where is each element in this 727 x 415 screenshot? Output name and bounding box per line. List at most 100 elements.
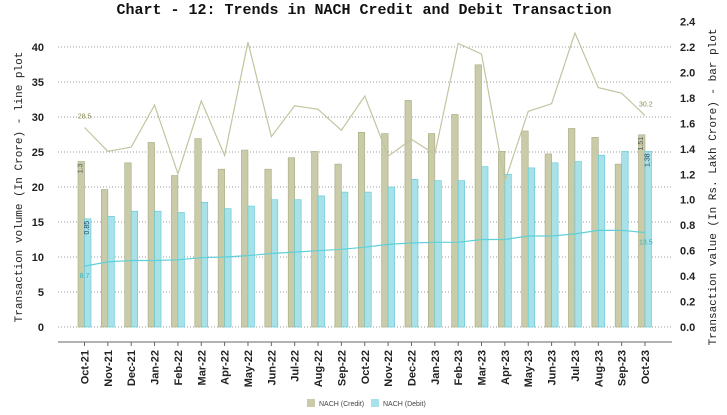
x-tick-label: Nov-21 bbox=[103, 350, 115, 387]
x-tick-label: Oct-23 bbox=[640, 350, 652, 384]
bar-debit bbox=[644, 151, 652, 328]
bar-credit bbox=[264, 168, 272, 328]
x-tick-label: Mar-23 bbox=[477, 350, 489, 385]
bar-credit bbox=[101, 189, 109, 328]
x-tick-label: Feb-22 bbox=[173, 350, 185, 385]
bar-data-label: 1.3 bbox=[78, 163, 85, 173]
x-tick-label: Feb-23 bbox=[453, 350, 465, 385]
bar-credit bbox=[357, 131, 366, 328]
bar-debit bbox=[247, 205, 255, 328]
bar-debit bbox=[457, 180, 465, 328]
bar-credit bbox=[544, 153, 552, 328]
x-tick-label: Jul-22 bbox=[290, 350, 302, 382]
right-tick-label: 0.4 bbox=[680, 271, 696, 283]
x-tick-label: Jun-23 bbox=[547, 350, 559, 385]
x-tick-label: Sep-23 bbox=[617, 350, 629, 386]
x-tick-label: Nov-22 bbox=[383, 350, 395, 387]
bar-debit bbox=[597, 154, 606, 328]
left-tick-label: 20 bbox=[32, 182, 44, 194]
bar-data-label: 1.51 bbox=[638, 137, 645, 151]
x-tick-label: Aug-22 bbox=[313, 350, 325, 387]
left-tick-label: 15 bbox=[32, 217, 44, 229]
right-tick-label: 2.2 bbox=[680, 42, 695, 54]
x-tick-label: Apr-22 bbox=[220, 350, 232, 385]
line-data-label: 28.5 bbox=[78, 114, 92, 121]
bar-credit bbox=[217, 168, 225, 328]
left-tick-label: 40 bbox=[32, 42, 44, 54]
bar-credit bbox=[404, 100, 412, 328]
bar-credit bbox=[381, 133, 389, 328]
x-tick-label: Jan-22 bbox=[150, 350, 162, 385]
data-labels: 1.3 1.51 0.85 1.38 28.5 30.2 8.7 13.5 bbox=[78, 102, 653, 281]
bar-data-label: 0.85 bbox=[84, 221, 91, 235]
x-tick-label: Mar-22 bbox=[196, 350, 208, 385]
bar-credit bbox=[147, 142, 155, 328]
axes: 0 5 10 15 20 25 30 35 40 0.0 0.2 0.4 0.6 0.8 1.0 1.2 1.4… bbox=[32, 17, 696, 388]
left-tick-label: 35 bbox=[32, 77, 44, 89]
right-tick-label: 1.4 bbox=[680, 144, 696, 156]
bar-debit bbox=[107, 215, 115, 328]
line-credit-volume bbox=[84, 31, 646, 182]
left-tick-label: 30 bbox=[32, 112, 44, 124]
right-tick-label: 0.0 bbox=[680, 322, 695, 334]
bar-credit bbox=[568, 128, 576, 328]
left-axis-title: Transaction volume (In Crore) - line plo… bbox=[14, 52, 26, 323]
bar-credit bbox=[334, 163, 342, 328]
x-tick-label: Oct-22 bbox=[360, 350, 372, 384]
bar-debit bbox=[177, 212, 185, 328]
x-tick-label: May-22 bbox=[243, 350, 255, 387]
x-tick-label: Aug-23 bbox=[593, 350, 605, 387]
bar-debit bbox=[200, 201, 209, 328]
chart-title: Chart - 12: Trends in NACH Credit and De… bbox=[116, 2, 611, 19]
bar-debit bbox=[411, 179, 419, 328]
x-tick-label: Oct-21 bbox=[80, 350, 92, 384]
bar-debit bbox=[84, 218, 92, 328]
bar-debit bbox=[551, 162, 559, 328]
line-data-label: 8.7 bbox=[80, 273, 90, 280]
legend-swatch-credit bbox=[307, 399, 315, 407]
legend-swatch-debit bbox=[371, 399, 379, 407]
bar-debit bbox=[621, 151, 629, 328]
bar-credit bbox=[77, 161, 85, 328]
bar-data-label: 1.38 bbox=[645, 153, 652, 167]
bar-debit bbox=[364, 191, 372, 328]
x-tick-label: Jul-23 bbox=[570, 350, 582, 382]
left-tick-label: 10 bbox=[32, 252, 44, 264]
bar-credit bbox=[171, 175, 179, 328]
bar-credit bbox=[428, 133, 436, 328]
bars bbox=[77, 64, 652, 328]
bar-debit bbox=[294, 199, 302, 328]
right-tick-label: 0.2 bbox=[680, 297, 695, 309]
line-debit-volume bbox=[84, 229, 646, 267]
line-data-label: 13.5 bbox=[639, 240, 653, 247]
bar-debit bbox=[434, 180, 442, 328]
bar-credit bbox=[521, 130, 529, 328]
x-tick-label: Apr-23 bbox=[500, 350, 512, 385]
bar-debit bbox=[387, 186, 395, 328]
bar-credit bbox=[591, 137, 599, 328]
right-tick-label: 0.6 bbox=[680, 246, 695, 258]
bar-credit bbox=[287, 157, 295, 328]
right-tick-label: 1.0 bbox=[680, 195, 695, 207]
bar-debit bbox=[504, 173, 512, 328]
bar-credit bbox=[241, 149, 249, 328]
right-axis-title: Transaction value (In Rs. Lakh Crore) - … bbox=[708, 29, 720, 346]
left-tick-label: 5 bbox=[38, 287, 44, 299]
x-tick-label: Dec-21 bbox=[126, 350, 138, 386]
bar-debit bbox=[574, 161, 582, 328]
left-tick-label: 25 bbox=[32, 147, 44, 159]
bar-debit bbox=[317, 195, 325, 328]
right-tick-label: 2.4 bbox=[680, 17, 696, 29]
bar-credit bbox=[451, 114, 459, 328]
bar-credit bbox=[311, 151, 319, 328]
right-tick-label: 0.8 bbox=[680, 220, 695, 232]
legend: NACH (Credit) NACH (Debit) bbox=[307, 399, 426, 408]
bar-credit bbox=[124, 162, 132, 328]
x-tick-label: Jan-23 bbox=[430, 350, 442, 385]
x-tick-label: Dec-22 bbox=[406, 350, 418, 386]
right-tick-label: 2.0 bbox=[680, 67, 695, 79]
line-data-label: 30.2 bbox=[639, 102, 653, 109]
bar-debit bbox=[271, 199, 279, 328]
bar-debit bbox=[130, 210, 139, 328]
